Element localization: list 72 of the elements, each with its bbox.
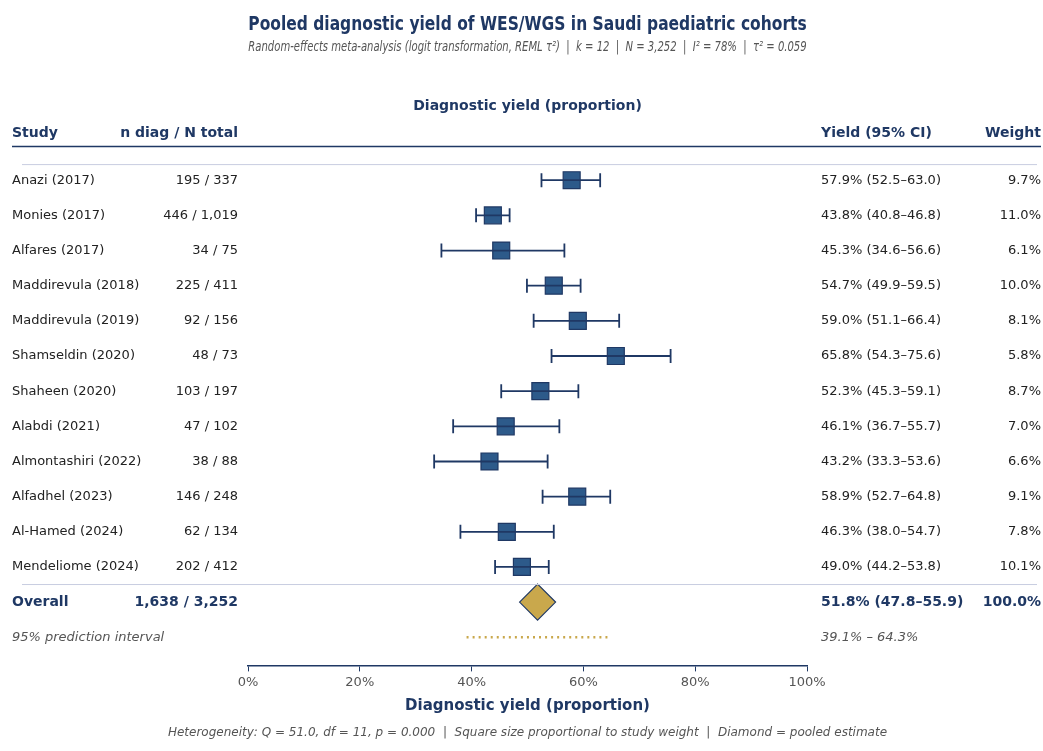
- point: [480, 452, 499, 471]
- text: 58.9% (52.7–64.8): [821, 488, 941, 504]
- y-tick-label: Al-Hamed (2024): [12, 523, 124, 539]
- point: [518, 583, 557, 621]
- y-tick-label: Anazi (2017): [12, 171, 95, 187]
- text: 8.1%: [1007, 312, 1041, 328]
- y-tick-label: Maddirevula (2019): [12, 312, 140, 328]
- text: 57.9% (52.5–63.0): [821, 171, 941, 187]
- y-tick-label: Monies (2017): [12, 206, 106, 222]
- text: 46.3% (38.0–54.7): [821, 523, 941, 539]
- text: 7.0%: [1007, 417, 1041, 433]
- text: 10.0%: [999, 277, 1041, 293]
- x-tick-label: 40%: [457, 673, 487, 689]
- text: 49.0% (44.2–53.8): [821, 558, 941, 574]
- text: 59.0% (51.1–66.4): [821, 312, 941, 328]
- x-axis-title: Diagnostic yield (proportion): [405, 695, 650, 714]
- text: 9.1%: [1007, 488, 1041, 504]
- y-tick-label: Alabdi (2021): [12, 417, 100, 433]
- text: 45.3% (34.6–56.6): [821, 241, 941, 257]
- chart-subtitle: Random-effects meta-analysis (logit transformation, REML τ²) | k = 12 | N = 3,252 | I² = 78% | τ² = 0.059: [248, 38, 807, 55]
- text: Weight: [985, 124, 1042, 141]
- point: [492, 241, 511, 260]
- text: 5.8%: [1007, 347, 1041, 363]
- text: 54.7% (49.9–59.5): [821, 277, 941, 293]
- text: 43.2% (33.3–53.6): [821, 452, 941, 468]
- text: 103 / 197: [175, 382, 238, 398]
- text: 202 / 412: [175, 558, 238, 574]
- chart-title: Pooled diagnostic yield of WES/WGS in Saudi paediatric cohorts: [248, 12, 807, 35]
- text: 92 / 156: [184, 312, 238, 328]
- text: 47 / 102: [184, 417, 238, 433]
- y-tick-label: Almontashiri (2022): [12, 452, 142, 468]
- text: 9.7%: [1007, 171, 1041, 187]
- text: 146 / 248: [175, 488, 238, 504]
- text: 65.8% (54.3–75.6): [821, 347, 941, 363]
- y-tick-label: Maddirevula (2018): [12, 277, 140, 293]
- text: 51.8% (47.8–55.9): [821, 592, 964, 609]
- text: Yield (95% CI): [820, 124, 932, 141]
- text: 34 / 75: [192, 241, 238, 257]
- x-tick-label: 80%: [680, 673, 710, 689]
- y-tick-label: Alfadhel (2023): [12, 488, 113, 504]
- text: Heterogeneity: Q = 51.0, df = 11, p = 0.000 | Square size proportional to study weight | Diamond = pooled estimate: [167, 725, 888, 740]
- x-tick-label: 60%: [568, 673, 598, 689]
- text: 446 / 1,019: [163, 206, 238, 222]
- x-tick-label: 0%: [237, 673, 259, 689]
- y-tick-label: Alfares (2017): [12, 241, 105, 257]
- text: 39.1% – 64.3%: [821, 628, 919, 644]
- text: 10.1%: [999, 558, 1041, 574]
- y-tick-label: Mendeliome (2024): [12, 558, 139, 574]
- text: Diagnostic yield (proportion): [413, 97, 642, 114]
- y-tick-label: Shaheen (2020): [12, 382, 117, 398]
- text: 1,638 / 3,252: [134, 592, 238, 609]
- text: 225 / 411: [175, 277, 238, 293]
- text: 195 / 337: [175, 171, 238, 187]
- text: n diag / N total: [120, 124, 238, 141]
- text: 6.6%: [1007, 452, 1041, 468]
- text: 7.8%: [1007, 523, 1041, 539]
- text: 100.0%: [982, 592, 1041, 609]
- text: 38 / 88: [192, 452, 238, 468]
- text: Study: [12, 124, 58, 141]
- text: 6.1%: [1007, 241, 1041, 257]
- y-tick-label: Overall: [12, 592, 69, 609]
- x-tick-label: 100%: [788, 673, 826, 689]
- text: 11.0%: [999, 206, 1041, 222]
- x-tick-label: 20%: [345, 673, 375, 689]
- text: 46.1% (36.7–55.7): [821, 417, 941, 433]
- text: 48 / 73: [192, 347, 238, 363]
- text: 43.8% (40.8–46.8): [821, 206, 941, 222]
- y-tick-label: Shamseldin (2020): [12, 347, 135, 363]
- text: 8.7%: [1007, 382, 1041, 398]
- y-tick-label: 95% prediction interval: [12, 628, 165, 644]
- text: 52.3% (45.3–59.1): [821, 382, 941, 398]
- text: 62 / 134: [184, 523, 238, 539]
